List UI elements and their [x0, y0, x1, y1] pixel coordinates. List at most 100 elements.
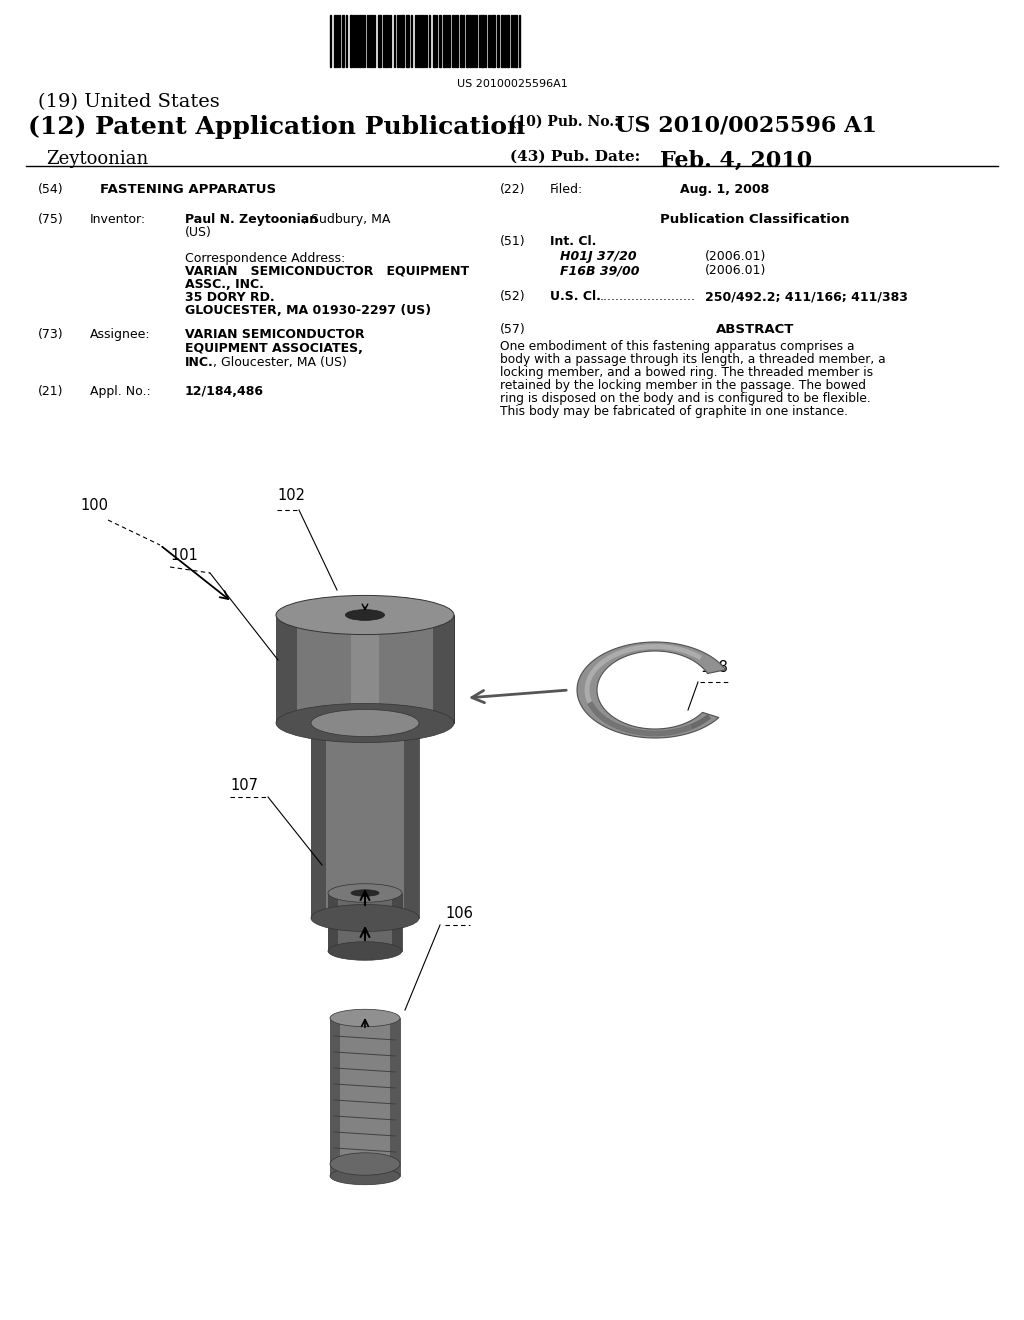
Bar: [515, 15, 517, 67]
Bar: [391, 894, 402, 950]
Bar: [328, 894, 338, 950]
Text: U.S. Cl.: U.S. Cl.: [550, 290, 601, 304]
Text: (54): (54): [38, 183, 63, 195]
Text: , Gloucester, MA (US): , Gloucester, MA (US): [213, 356, 347, 370]
Text: 100: 100: [80, 498, 108, 513]
Bar: [390, 1018, 400, 1176]
Bar: [439, 15, 441, 67]
Bar: [492, 15, 495, 67]
Text: (22): (22): [500, 183, 525, 195]
Text: (73): (73): [38, 327, 63, 341]
Text: (75): (75): [38, 213, 63, 226]
Text: VARIAN   SEMICONDUCTOR   EQUIPMENT: VARIAN SEMICONDUCTOR EQUIPMENT: [185, 265, 469, 279]
Text: (10) Pub. No.:: (10) Pub. No.:: [510, 115, 620, 129]
Bar: [276, 615, 297, 723]
Ellipse shape: [330, 1152, 400, 1175]
Bar: [504, 15, 506, 67]
Text: 12/184,486: 12/184,486: [185, 385, 264, 399]
Bar: [311, 723, 326, 917]
Text: 250/492.2; 411/166; 411/383: 250/492.2; 411/166; 411/383: [705, 290, 908, 304]
Text: This body may be fabricated of graphite in one instance.: This body may be fabricated of graphite …: [500, 405, 848, 418]
Text: 108: 108: [700, 660, 728, 675]
Text: H01J 37/20: H01J 37/20: [560, 249, 637, 263]
Bar: [403, 723, 419, 917]
Bar: [330, 1018, 340, 1176]
Bar: [432, 615, 454, 723]
Text: (12) Patent Application Publication: (12) Patent Application Publication: [28, 115, 525, 139]
Bar: [433, 15, 435, 67]
Ellipse shape: [311, 710, 419, 737]
Text: FASTENING APPARATUS: FASTENING APPARATUS: [100, 183, 276, 195]
Text: Correspondence Address:: Correspondence Address:: [185, 252, 345, 265]
Text: Filed:: Filed:: [550, 183, 584, 195]
Text: Zeytoonian: Zeytoonian: [46, 150, 148, 168]
Text: (52): (52): [500, 290, 525, 304]
Text: (57): (57): [500, 323, 525, 337]
Bar: [359, 15, 361, 67]
Text: (US): (US): [185, 226, 212, 239]
Text: ABSTRACT: ABSTRACT: [716, 323, 795, 337]
Bar: [330, 1018, 400, 1176]
Text: Int. Cl.: Int. Cl.: [550, 235, 596, 248]
Bar: [456, 15, 458, 67]
Bar: [443, 15, 445, 67]
Bar: [406, 15, 409, 67]
Bar: [378, 15, 381, 67]
Text: 101: 101: [170, 548, 198, 564]
Text: Appl. No.:: Appl. No.:: [90, 385, 151, 399]
Ellipse shape: [328, 941, 402, 960]
Text: GLOUCESTER, MA 01930-2297 (US): GLOUCESTER, MA 01930-2297 (US): [185, 304, 431, 317]
Bar: [501, 15, 503, 67]
Text: US 2010/0025596 A1: US 2010/0025596 A1: [615, 115, 877, 137]
Text: Assignee:: Assignee:: [90, 327, 151, 341]
Bar: [342, 15, 344, 67]
Ellipse shape: [311, 904, 419, 932]
Ellipse shape: [351, 890, 379, 896]
Bar: [334, 15, 336, 67]
Bar: [351, 615, 379, 723]
Text: retained by the locking member in the passage. The bowed: retained by the locking member in the pa…: [500, 379, 866, 392]
Polygon shape: [577, 642, 726, 738]
Bar: [481, 15, 484, 67]
Text: (51): (51): [500, 235, 525, 248]
Text: (43) Pub. Date:: (43) Pub. Date:: [510, 150, 640, 164]
Bar: [401, 15, 404, 67]
Text: EQUIPMENT ASSOCIATES,: EQUIPMENT ASSOCIATES,: [185, 342, 362, 355]
Text: (2006.01): (2006.01): [705, 264, 766, 277]
Bar: [507, 15, 509, 67]
Bar: [385, 15, 387, 67]
Bar: [328, 894, 402, 950]
Text: One embodiment of this fastening apparatus comprises a: One embodiment of this fastening apparat…: [500, 341, 854, 352]
Text: , Sudbury, MA: , Sudbury, MA: [303, 213, 390, 226]
Text: body with a passage through its length, a threaded member, a: body with a passage through its length, …: [500, 352, 886, 366]
Text: US 20100025596A1: US 20100025596A1: [457, 79, 567, 88]
Bar: [350, 15, 352, 67]
Text: 102: 102: [278, 488, 305, 503]
Text: 107: 107: [230, 777, 258, 793]
Bar: [497, 15, 499, 67]
Ellipse shape: [330, 1167, 400, 1185]
Text: VARIAN SEMICONDUCTOR: VARIAN SEMICONDUCTOR: [185, 327, 365, 341]
Text: Publication Classification: Publication Classification: [660, 213, 850, 226]
Bar: [469, 15, 471, 67]
Text: Inventor:: Inventor:: [90, 213, 146, 226]
Text: (19) United States: (19) United States: [38, 92, 220, 111]
Text: Paul N. Zeytoonian: Paul N. Zeytoonian: [185, 213, 318, 226]
Bar: [449, 15, 450, 67]
Text: INC.: INC.: [185, 356, 214, 370]
Bar: [371, 15, 373, 67]
Text: Aug. 1, 2008: Aug. 1, 2008: [680, 183, 769, 195]
Text: 35 DORY RD.: 35 DORY RD.: [185, 290, 274, 304]
Ellipse shape: [276, 595, 454, 635]
Ellipse shape: [345, 610, 385, 620]
Ellipse shape: [276, 704, 454, 743]
Text: ASSC., INC.: ASSC., INC.: [185, 279, 264, 290]
Text: ring is disposed on the body and is configured to be flexible.: ring is disposed on the body and is conf…: [500, 392, 870, 405]
Ellipse shape: [330, 1010, 400, 1027]
Text: ........................: ........................: [600, 290, 696, 304]
Ellipse shape: [328, 884, 402, 903]
Text: 106: 106: [445, 906, 473, 921]
Text: Feb. 4, 2010: Feb. 4, 2010: [660, 150, 812, 172]
Text: locking member, and a bowed ring. The threaded member is: locking member, and a bowed ring. The th…: [500, 366, 873, 379]
Bar: [311, 723, 419, 917]
